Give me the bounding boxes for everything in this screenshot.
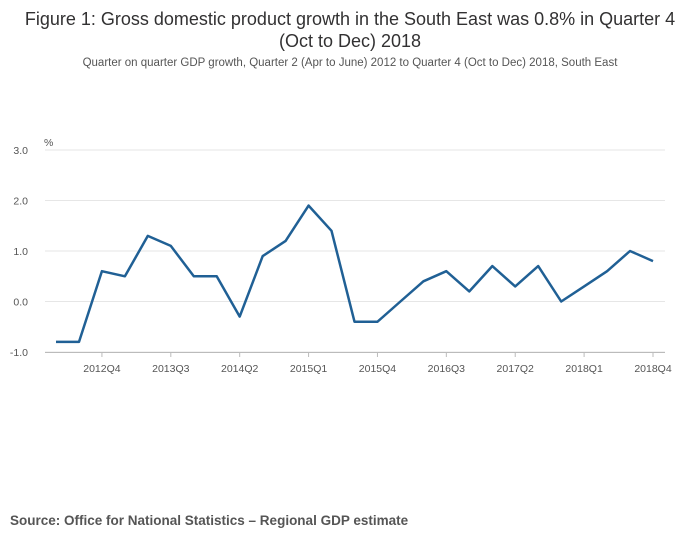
x-tick-label: 2017Q2 bbox=[497, 363, 535, 375]
y-tick-label: 3.0 bbox=[13, 145, 28, 157]
y-tick-label: 2.0 bbox=[13, 196, 28, 208]
y-tick-label: -1.0 bbox=[10, 347, 28, 359]
x-tick-label: 2012Q4 bbox=[83, 363, 121, 375]
source-note: Source: Office for National Statistics –… bbox=[10, 513, 409, 528]
series-line-south-east bbox=[56, 204, 654, 344]
x-tick-label: 2015Q4 bbox=[359, 363, 397, 375]
x-tick-label: 2018Q4 bbox=[634, 363, 672, 375]
y-tick-label: 1.0 bbox=[13, 246, 28, 258]
x-tick-label: 2015Q1 bbox=[290, 363, 328, 375]
y-tick-label: 0.0 bbox=[13, 297, 28, 309]
chart-subtitle: Quarter on quarter GDP growth, Quarter 2… bbox=[82, 57, 618, 69]
x-tick-label: 2013Q3 bbox=[152, 363, 190, 375]
x-axis-ticks: 2012Q4 2013Q3 2014Q2 2015Q1 2015Q4 2016Q3 2017… bbox=[83, 352, 672, 375]
y-axis-label: % bbox=[44, 137, 53, 149]
chart-title: Figure 1: Gross domestic product growth … bbox=[24, 9, 676, 51]
y-axis-ticks: 3.0 2.0 1.0 0.0 -1.0 bbox=[10, 145, 28, 359]
x-tick-label: 2016Q3 bbox=[428, 363, 466, 375]
x-tick-label: 2014Q2 bbox=[221, 363, 259, 375]
x-tick-label: 2018Q1 bbox=[565, 363, 603, 375]
